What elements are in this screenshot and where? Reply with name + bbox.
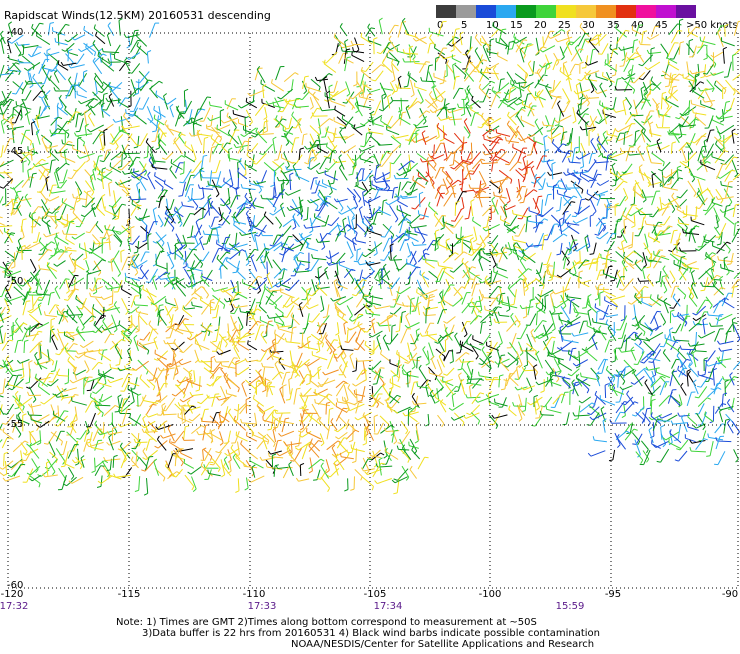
- lat-label-45: -45: [7, 146, 23, 157]
- lat-label-55: -55: [7, 419, 23, 430]
- note-line-3: NOAA/NESDIS/Center for Satellite Applica…: [291, 639, 594, 650]
- note-line-1: Note: 1) Times are GMT 2)Times along bot…: [116, 617, 537, 628]
- note-line-2: 3)Data buffer is 22 hrs from 20160531 4)…: [142, 628, 600, 639]
- lon-label-105: -105: [364, 589, 387, 600]
- lat-label-40: -40: [7, 27, 23, 38]
- time-label-4: 15:59: [556, 601, 585, 612]
- lat-label-50: -50: [7, 276, 23, 287]
- time-label-2: 17:33: [248, 601, 277, 612]
- time-label-1: 17:32: [0, 601, 28, 612]
- time-label-3: 17:34: [374, 601, 403, 612]
- lon-label-90: -90: [722, 589, 738, 600]
- lon-label-120: -120: [1, 589, 24, 600]
- lon-label-95: -95: [605, 589, 621, 600]
- lon-label-115: -115: [118, 589, 141, 600]
- lon-label-110: -110: [243, 589, 266, 600]
- lon-label-100: -100: [479, 589, 502, 600]
